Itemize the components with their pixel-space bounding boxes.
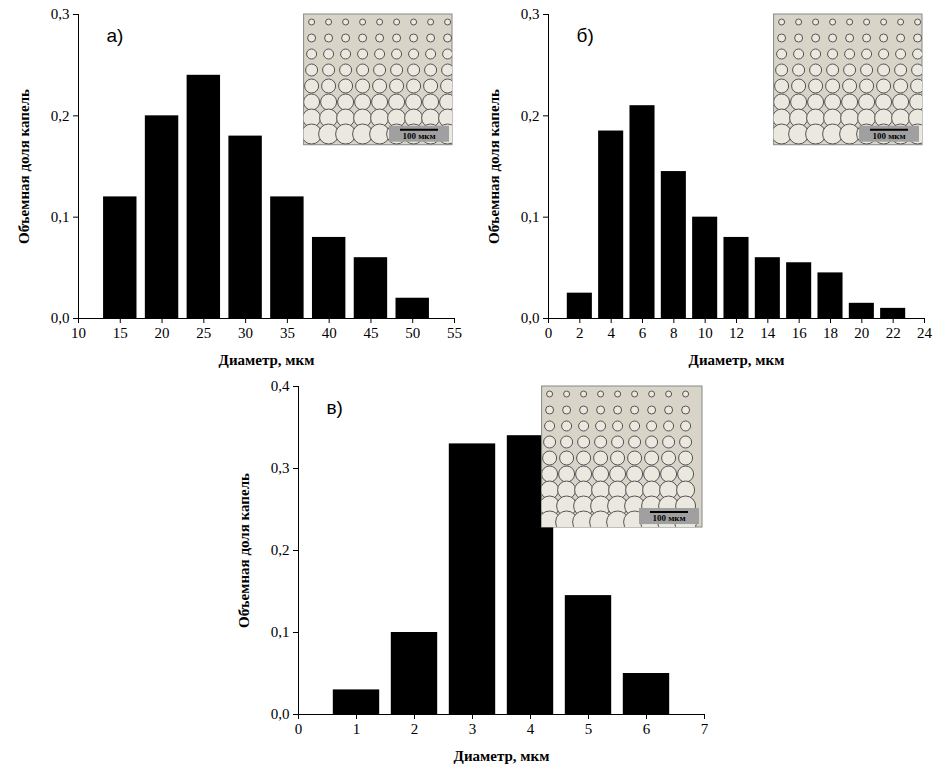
svg-text:Диаметр, мкм: Диаметр, мкм — [218, 352, 314, 368]
svg-text:0: 0 — [544, 325, 552, 341]
svg-text:2: 2 — [576, 325, 584, 341]
svg-text:0,2: 0,2 — [520, 108, 539, 124]
svg-text:45: 45 — [363, 325, 378, 341]
svg-text:6: 6 — [642, 721, 650, 737]
svg-text:Объемная доля капель: Объемная доля капель — [486, 89, 502, 244]
svg-text:5: 5 — [584, 721, 592, 737]
svg-text:а): а) — [106, 25, 123, 46]
svg-text:16: 16 — [791, 325, 807, 341]
svg-text:50: 50 — [405, 325, 420, 341]
svg-text:0,3: 0,3 — [50, 6, 69, 22]
svg-text:12: 12 — [729, 325, 744, 341]
svg-text:8: 8 — [670, 325, 678, 341]
svg-text:0,0: 0,0 — [270, 706, 289, 722]
svg-text:б): б) — [576, 25, 593, 46]
svg-text:7: 7 — [700, 721, 708, 737]
svg-text:0,3: 0,3 — [270, 460, 289, 476]
svg-text:0,3: 0,3 — [520, 6, 539, 22]
svg-text:30: 30 — [238, 325, 253, 341]
svg-text:100 мкм: 100 мкм — [872, 131, 905, 141]
svg-text:10: 10 — [697, 325, 712, 341]
svg-text:в): в) — [326, 397, 342, 418]
svg-text:24: 24 — [917, 325, 933, 341]
svg-text:6: 6 — [638, 325, 646, 341]
svg-text:0: 0 — [294, 721, 302, 737]
svg-text:22: 22 — [885, 325, 900, 341]
svg-text:10: 10 — [71, 325, 86, 341]
svg-text:20: 20 — [154, 325, 169, 341]
svg-text:100 мкм: 100 мкм — [402, 131, 435, 141]
svg-text:0,4: 0,4 — [270, 378, 289, 394]
svg-text:55: 55 — [447, 325, 462, 341]
svg-text:0,2: 0,2 — [50, 108, 69, 124]
svg-text:Объемная доля капель: Объемная доля капель — [236, 473, 252, 628]
svg-text:4: 4 — [607, 325, 615, 341]
svg-text:0,0: 0,0 — [520, 310, 539, 326]
svg-text:0,1: 0,1 — [270, 624, 289, 640]
svg-text:Объемная доля капель: Объемная доля капель — [16, 89, 32, 244]
svg-text:25: 25 — [196, 325, 211, 341]
svg-text:4: 4 — [526, 721, 534, 737]
svg-text:2: 2 — [410, 721, 418, 737]
svg-text:3: 3 — [468, 721, 476, 737]
svg-text:0,0: 0,0 — [50, 310, 69, 326]
svg-text:35: 35 — [279, 325, 294, 341]
svg-text:100 мкм: 100 мкм — [652, 513, 685, 523]
svg-text:Диаметр, мкм: Диаметр, мкм — [453, 748, 549, 764]
svg-text:15: 15 — [112, 325, 127, 341]
svg-text:40: 40 — [321, 325, 336, 341]
svg-text:0,2: 0,2 — [270, 542, 289, 558]
svg-text:20: 20 — [854, 325, 869, 341]
svg-text:0,1: 0,1 — [50, 209, 69, 225]
svg-text:18: 18 — [823, 325, 838, 341]
svg-text:0,1: 0,1 — [520, 209, 539, 225]
svg-text:14: 14 — [760, 325, 776, 341]
svg-text:Диаметр, мкм: Диаметр, мкм — [688, 352, 784, 368]
svg-text:1: 1 — [352, 721, 360, 737]
